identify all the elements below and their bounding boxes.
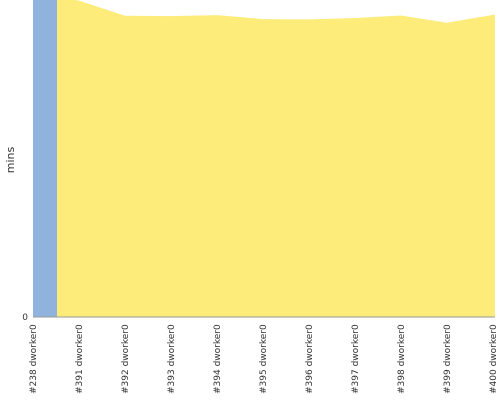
x-tick-label: #391 dworker0 bbox=[75, 324, 85, 394]
x-tick-label: #396 dworker0 bbox=[305, 324, 315, 394]
x-tick-label: #400 dworker0 bbox=[489, 324, 499, 394]
area-series-1-block bbox=[33, 0, 57, 317]
y-tick-label: 0 bbox=[22, 313, 28, 323]
chart-areas bbox=[33, 0, 495, 317]
x-tick-label: #395 dworker0 bbox=[259, 324, 269, 394]
x-tick-label: #393 dworker0 bbox=[167, 324, 177, 394]
x-tick-label: #394 dworker0 bbox=[213, 324, 223, 394]
area-series-2 bbox=[57, 0, 495, 317]
x-tick-label: #392 dworker0 bbox=[121, 324, 131, 394]
y-axis-label: mins bbox=[4, 146, 17, 173]
x-tick-label: #398 dworker0 bbox=[397, 324, 407, 394]
x-tick-label: #399 dworker0 bbox=[443, 324, 453, 394]
x-tick-label: #238 dworker0 bbox=[29, 324, 39, 394]
x-tick-label: #397 dworker0 bbox=[351, 324, 361, 394]
x-tick-labels: #238 dworker0 #391 dworker0 #392 dworker0 #… bbox=[29, 324, 499, 394]
